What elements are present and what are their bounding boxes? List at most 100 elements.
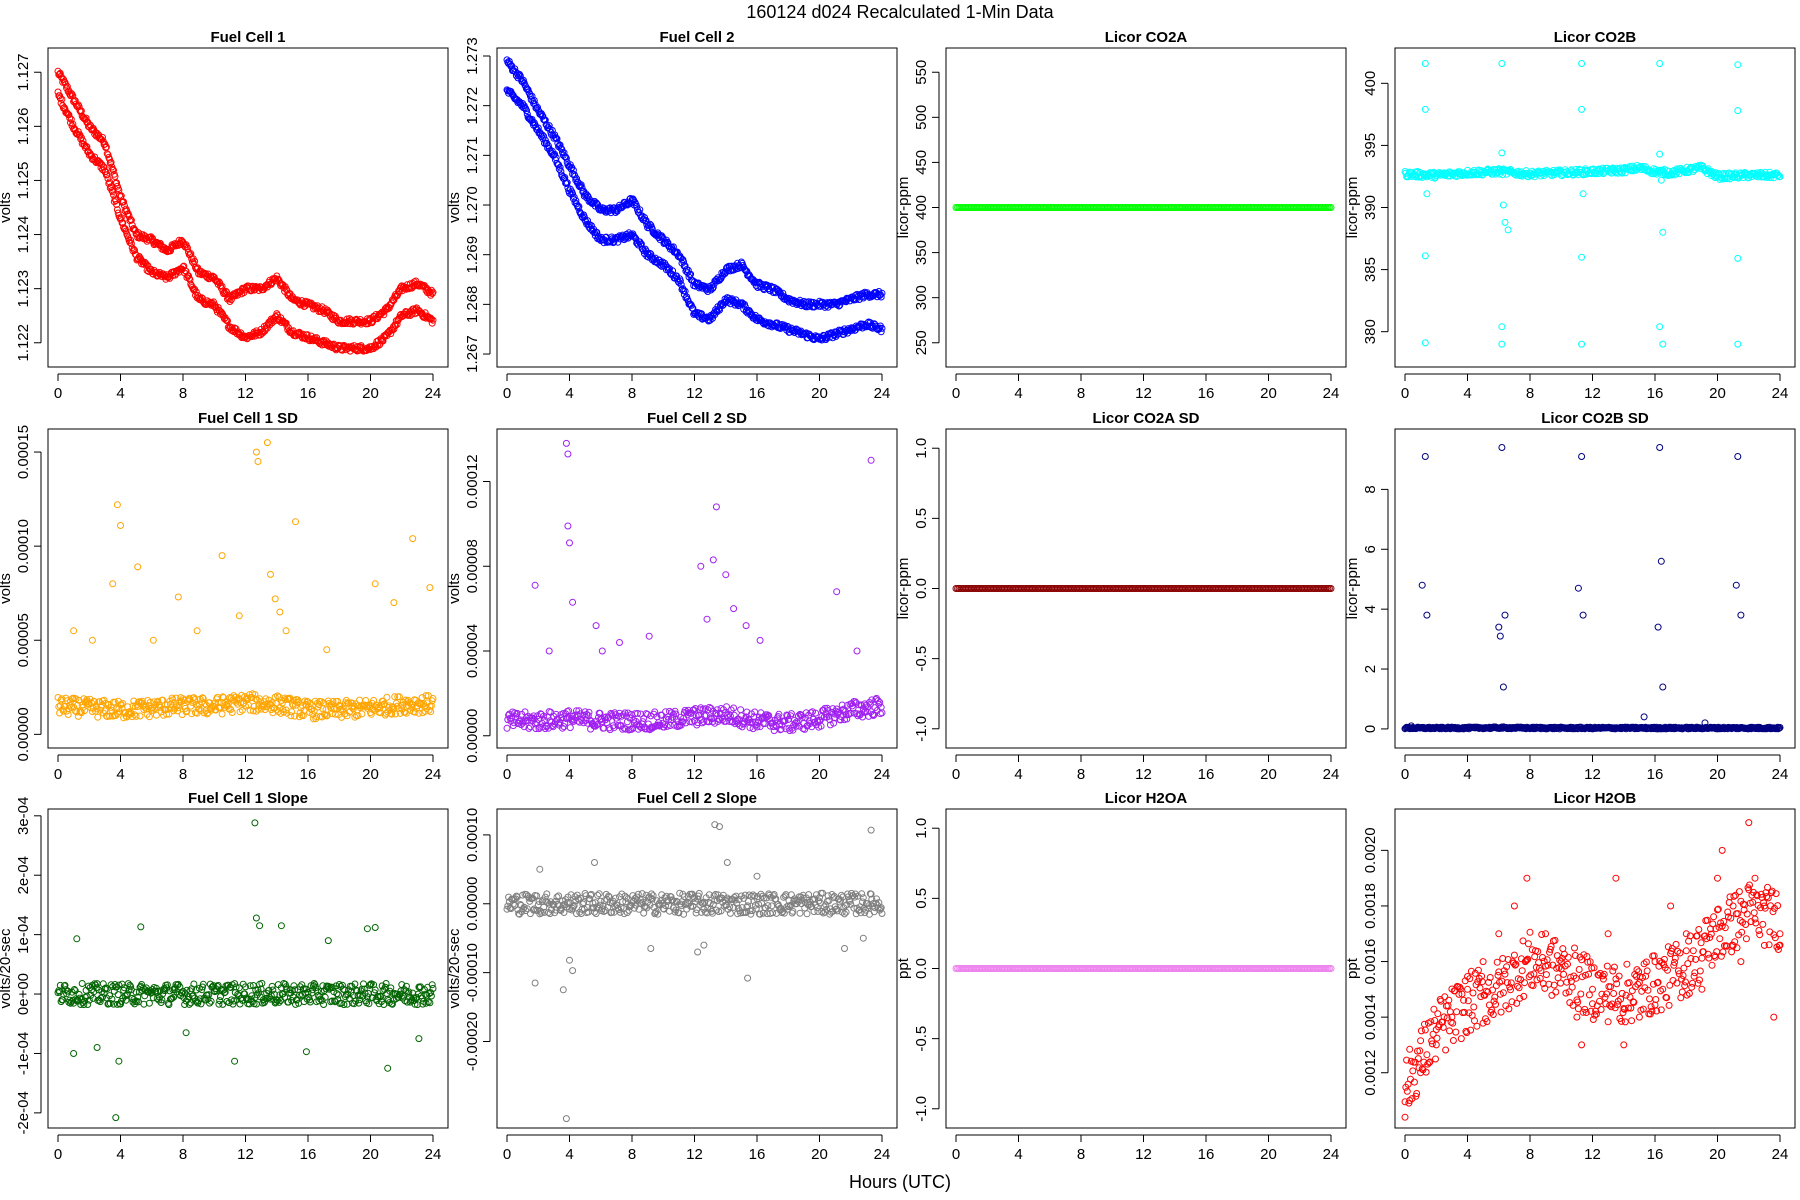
data-point bbox=[503, 724, 511, 732]
x-tick-label: 20 bbox=[362, 1146, 379, 1163]
x-tick-label: 0 bbox=[54, 766, 62, 783]
y-tick-label: -2e-04 bbox=[15, 1091, 32, 1134]
data-point bbox=[276, 608, 284, 616]
data-point bbox=[267, 570, 274, 578]
data-point bbox=[853, 647, 861, 655]
x-tick-label: 12 bbox=[686, 385, 703, 402]
x-tick-label: 16 bbox=[300, 385, 317, 402]
data-point bbox=[282, 627, 290, 635]
data-point bbox=[626, 195, 634, 202]
data-point bbox=[545, 647, 553, 655]
data-point bbox=[220, 289, 228, 296]
y-tick-label: -0.5 bbox=[913, 646, 930, 672]
data-point bbox=[534, 103, 541, 111]
x-tick-label: 0 bbox=[503, 385, 511, 402]
data-point bbox=[140, 1000, 148, 1008]
data-point bbox=[1657, 176, 1665, 184]
data-point bbox=[393, 320, 401, 328]
data-point bbox=[109, 580, 117, 588]
data-point bbox=[117, 215, 124, 223]
y-tick-label: 1.125 bbox=[15, 162, 32, 200]
data-point bbox=[88, 636, 96, 644]
data-point bbox=[108, 187, 116, 194]
data-point bbox=[218, 552, 226, 560]
y-tick-label: 350 bbox=[913, 240, 930, 265]
data-points bbox=[54, 819, 437, 1122]
data-point bbox=[174, 593, 182, 601]
y-tick-label: 380 bbox=[1362, 319, 1379, 344]
x-tick-label: 20 bbox=[1260, 766, 1277, 783]
data-point bbox=[371, 580, 379, 588]
data-point bbox=[564, 522, 572, 530]
data-point bbox=[1734, 107, 1742, 115]
y-tick-label: 8 bbox=[1362, 485, 1379, 493]
data-point bbox=[677, 254, 685, 262]
data-point bbox=[235, 612, 243, 620]
data-point bbox=[190, 980, 198, 988]
data-point bbox=[756, 636, 764, 644]
x-tick-label: 12 bbox=[1135, 766, 1152, 783]
x-tick-label: 0 bbox=[503, 766, 511, 783]
data-point bbox=[742, 622, 750, 630]
y-tick-label: 0 bbox=[1362, 725, 1379, 733]
data-point bbox=[531, 581, 539, 589]
data-point bbox=[122, 227, 130, 235]
data-point bbox=[263, 439, 271, 447]
data-point bbox=[629, 195, 637, 203]
data-point bbox=[346, 320, 354, 328]
data-point bbox=[562, 154, 570, 162]
x-tick-label: 4 bbox=[116, 1146, 124, 1163]
data-point bbox=[127, 240, 135, 247]
data-point bbox=[117, 192, 125, 200]
data-point bbox=[1421, 105, 1429, 113]
data-point bbox=[537, 110, 545, 118]
data-point bbox=[1578, 105, 1586, 113]
data-point bbox=[530, 97, 538, 104]
x-tick-label: 4 bbox=[116, 385, 124, 402]
data-point bbox=[709, 283, 717, 291]
data-point bbox=[1495, 623, 1503, 631]
data-point bbox=[697, 562, 705, 570]
data-points bbox=[54, 439, 437, 723]
data-point bbox=[553, 135, 561, 143]
y-tick-label: -1e-04 bbox=[15, 1032, 32, 1075]
y-tick-label: 0.5 bbox=[913, 508, 930, 529]
data-point bbox=[680, 258, 688, 266]
data-point bbox=[395, 288, 403, 296]
data-point bbox=[67, 115, 75, 123]
data-point bbox=[372, 311, 380, 318]
data-point bbox=[562, 439, 570, 447]
y-axis-label: licor-ppm bbox=[895, 558, 912, 620]
x-tick-label: 4 bbox=[565, 766, 573, 783]
data-point bbox=[247, 287, 255, 295]
data-point bbox=[79, 137, 87, 145]
x-tick-label: 20 bbox=[362, 766, 379, 783]
data-point bbox=[406, 312, 414, 319]
data-point bbox=[716, 275, 724, 283]
data-point bbox=[215, 278, 223, 286]
x-tick-label: 16 bbox=[1198, 385, 1215, 402]
data-point bbox=[222, 316, 230, 324]
data-point bbox=[1579, 190, 1587, 198]
y-tick-label: 4 bbox=[1362, 605, 1379, 613]
x-tick-label: 4 bbox=[1014, 385, 1022, 402]
data-point bbox=[776, 289, 784, 297]
x-tick-label: 8 bbox=[628, 385, 636, 402]
y-tick-label: 0.00000 bbox=[15, 707, 32, 761]
data-point bbox=[97, 135, 105, 143]
plot-box bbox=[496, 47, 898, 368]
data-point bbox=[776, 288, 784, 296]
x-axis: 0 4 8 12 16 20 24 bbox=[54, 1134, 441, 1163]
x-tick-label: 16 bbox=[1647, 766, 1664, 783]
data-point bbox=[390, 599, 398, 607]
data-point bbox=[1659, 340, 1667, 348]
y-tick-label: 300 bbox=[913, 285, 930, 310]
x-tick-label: 4 bbox=[1463, 766, 1471, 783]
plot-box bbox=[1394, 428, 1796, 749]
y-tick-label: 2 bbox=[1362, 665, 1379, 673]
x-tick-label: 8 bbox=[179, 385, 187, 402]
